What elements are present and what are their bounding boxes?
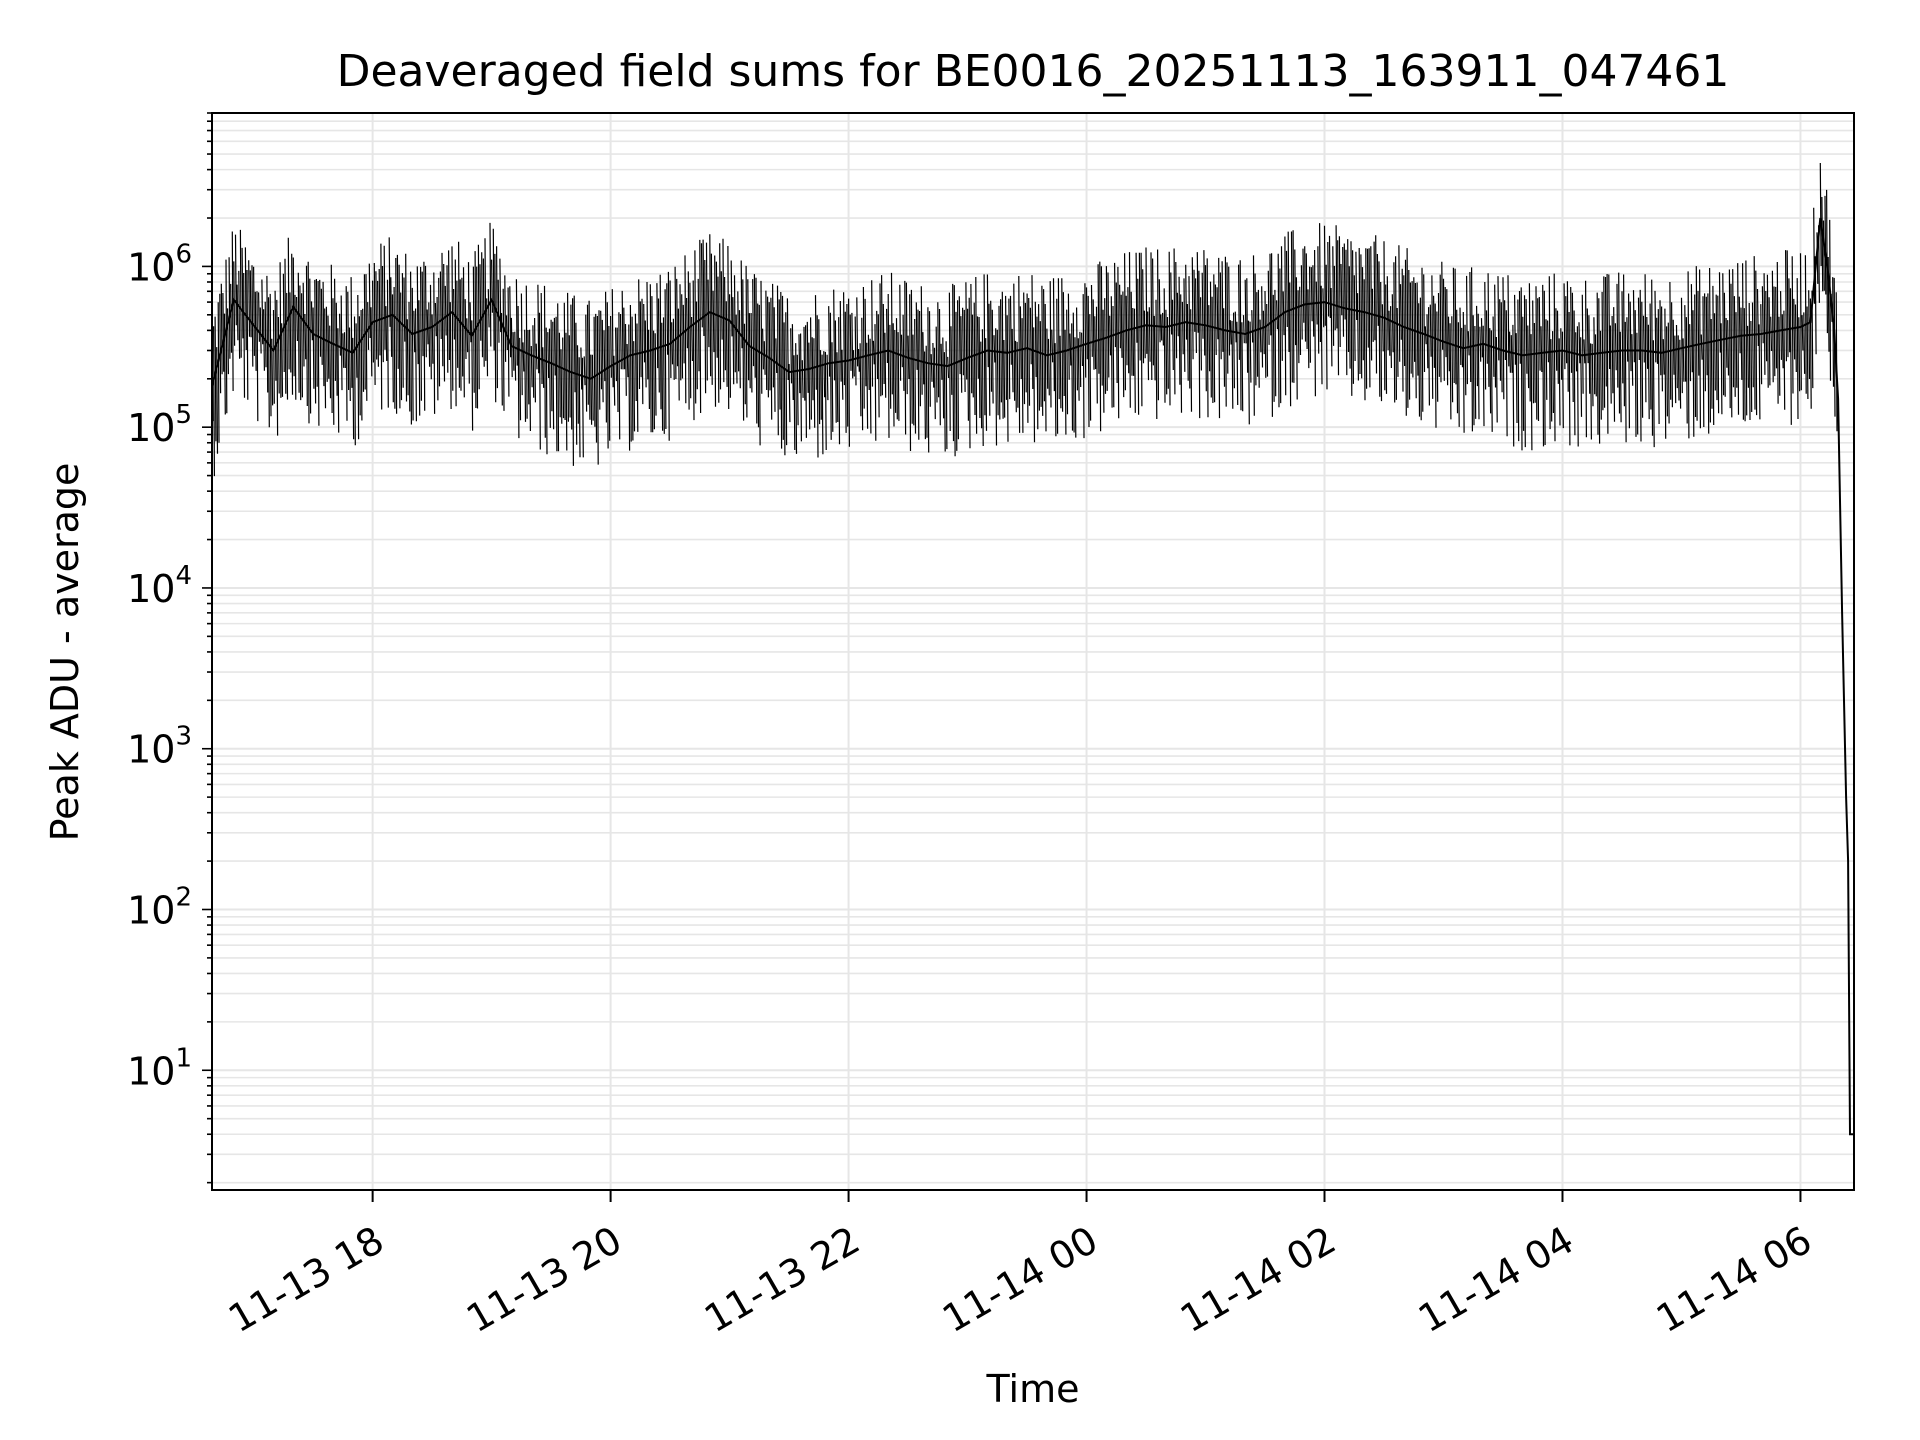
y-tick-label: 104 <box>127 561 192 611</box>
y-tick-label: 103 <box>127 722 192 772</box>
chart-title: Deaveraged field sums for BE0016_2025111… <box>337 46 1730 97</box>
y-axis-label: Peak ADU - average <box>43 463 87 842</box>
y-tick-label: 106 <box>127 239 192 289</box>
y-tick-label: 102 <box>127 882 192 932</box>
y-tick-label: 105 <box>127 400 192 450</box>
x-axis-label: Time <box>986 1367 1080 1411</box>
y-tick-label: 101 <box>127 1043 192 1093</box>
